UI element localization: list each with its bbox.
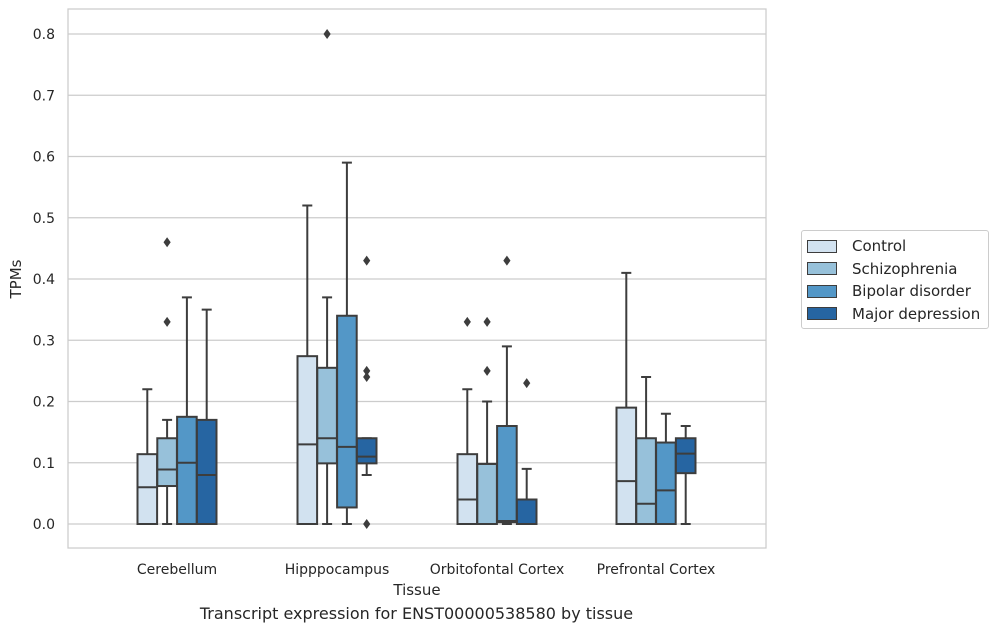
x-tick-labels: Cerebellum Hipppocampus Orbitofontal Corte… (137, 562, 715, 578)
box-3-1 (635, 376, 657, 525)
box-0-0 (136, 388, 159, 525)
box-body (355, 437, 378, 465)
plot-frame (67, 8, 767, 549)
box-3-3 (674, 425, 697, 525)
box-1-1 (316, 29, 338, 525)
legend-swatch (807, 262, 837, 276)
x-tick-label: Hipppocampus (285, 562, 390, 578)
box-1-0 (296, 204, 319, 525)
box-body (156, 437, 178, 488)
legend-label: Schizophrenia (852, 259, 958, 278)
box-plot-series (136, 29, 697, 529)
outlier-point (363, 255, 371, 266)
legend-swatch (807, 307, 837, 321)
legend-label: Major depression (852, 304, 981, 323)
box-0-1 (156, 237, 178, 525)
box-1-3 (355, 255, 378, 529)
box-2-2 (496, 255, 518, 525)
y-tick-label: 0.7 (33, 88, 55, 104)
box-body (674, 437, 697, 475)
box-2-3 (515, 378, 538, 525)
y-tick-label: 0.3 (33, 333, 55, 349)
y-tick-label: 0.2 (33, 395, 55, 411)
box-0-3 (195, 308, 218, 525)
outlier-point (483, 316, 491, 327)
box-body (456, 453, 479, 525)
box-body (635, 437, 657, 525)
y-tick-label: 0.6 (33, 150, 55, 166)
box-body (655, 441, 677, 526)
legend-item: Schizophrenia (802, 258, 988, 281)
box-1-2 (336, 161, 358, 525)
legend-label: Control (852, 237, 907, 256)
outlier-point (363, 365, 371, 376)
y-tick-label: 0.1 (33, 456, 55, 472)
box-3-2 (655, 412, 677, 526)
box-body (615, 406, 638, 525)
outlier-point (163, 316, 171, 327)
y-tick-label: 0.4 (33, 272, 55, 288)
outlier-point (323, 29, 331, 39)
box-2-1 (476, 316, 498, 526)
outlier-point (463, 316, 471, 327)
y-tick-label: 0.0 (33, 517, 55, 533)
box-body (176, 415, 198, 525)
x-tick-label: Cerebellum (137, 562, 217, 578)
box-body (316, 366, 338, 465)
legend-item: Bipolar disorder (802, 280, 988, 303)
x-tick-label: Orbitofontal Cortex (430, 562, 565, 578)
box-body (515, 498, 538, 525)
legend-swatch (807, 239, 837, 253)
box-body (336, 314, 358, 509)
box-body (476, 462, 498, 526)
legend-swatch (807, 284, 837, 298)
legend: Control Schizophrenia Bipolar disorder Majo… (801, 230, 989, 329)
figure-caption: Transcript expression for ENST0000053858… (199, 604, 634, 623)
y-tick-labels: 0.0 0.1 0.2 0.3 0.4 0.5 0.6 0.7 0.8 (33, 27, 55, 533)
outlier-point (483, 365, 491, 376)
box-body (296, 355, 319, 525)
outlier-point (163, 237, 171, 248)
y-tick-label: 0.8 (33, 27, 55, 43)
x-axis-label: Tissue (392, 581, 440, 599)
legend-label: Bipolar disorder (852, 282, 971, 301)
box-2-0 (456, 316, 479, 525)
outlier-point (363, 519, 371, 529)
legend-item: Control (802, 235, 988, 258)
outlier-point (363, 372, 371, 382)
x-tick-label: Prefrontal Cortex (597, 562, 716, 578)
box-body (496, 425, 518, 524)
box-body (195, 418, 218, 525)
y-axis-label: TPMs (7, 259, 25, 299)
box-0-2 (176, 296, 198, 525)
outlier-point (503, 255, 511, 266)
outlier-point (523, 378, 531, 389)
box-3-0 (615, 271, 638, 525)
y-tick-label: 0.5 (33, 211, 55, 227)
legend-item: Major depression (802, 303, 988, 326)
box-body (136, 453, 159, 525)
